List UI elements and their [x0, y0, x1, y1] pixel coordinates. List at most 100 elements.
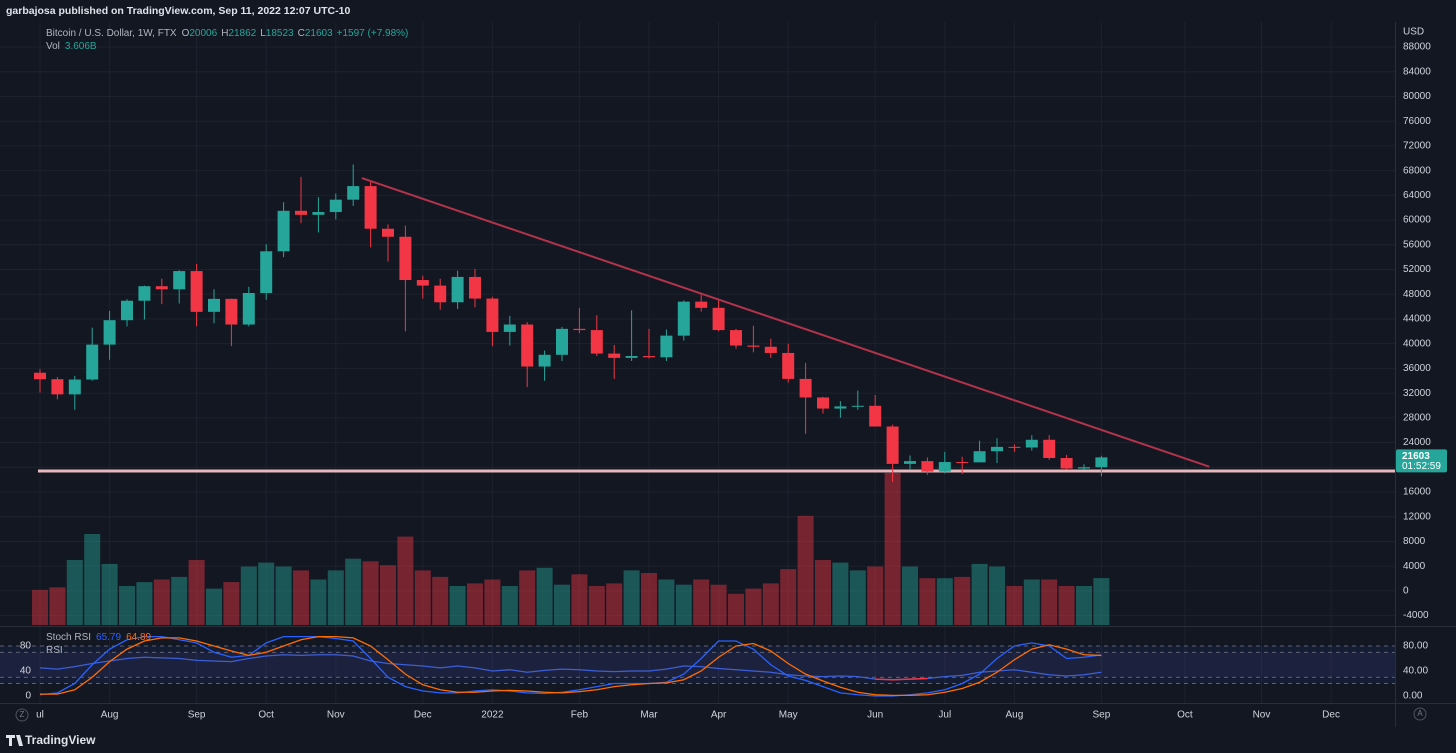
stoch-tick-label: 80.00 [1403, 641, 1428, 652]
candle-body [538, 354, 551, 367]
volume-bar [902, 566, 918, 625]
volume-bar [49, 587, 66, 625]
stoch-tick-label: 40.00 [1403, 666, 1428, 677]
y-tick-label: 0 [1403, 586, 1409, 597]
candle-body [103, 320, 116, 345]
x-tick-label: Nov [1253, 710, 1271, 721]
x-tick-label: Sep [1093, 710, 1111, 721]
volume-bar [380, 565, 396, 625]
legend-item: L [260, 28, 266, 39]
trendline [361, 177, 1210, 468]
scale-button-label[interactable]: A [1417, 709, 1423, 718]
logo [6, 735, 23, 746]
candle-body [277, 210, 290, 252]
volume-bar [136, 582, 153, 625]
volume-bar [484, 579, 501, 625]
branding: TradingView [25, 733, 96, 747]
candle-body [521, 324, 534, 367]
candle-body [556, 328, 568, 355]
y-tick-label: 88000 [1403, 42, 1431, 53]
volume-bar [293, 570, 309, 625]
candle-body [138, 286, 151, 301]
legend-item: 21862 [228, 28, 256, 39]
volume-bar [84, 534, 101, 625]
volume-bar [797, 515, 814, 625]
volume-bar [310, 579, 327, 625]
volume-bar [171, 576, 188, 625]
volume-bar [467, 583, 483, 625]
volume-bar [884, 472, 901, 625]
scale-button-label[interactable]: Z [20, 710, 25, 719]
candle-body [121, 300, 133, 321]
scale-button[interactable] [1413, 707, 1427, 721]
stoch-tick-label: 80 [20, 641, 32, 652]
candle-body [364, 186, 377, 229]
candle-body [747, 345, 760, 347]
volume-bar [501, 586, 518, 625]
volume-bar [762, 583, 779, 625]
volume-bar [345, 558, 362, 625]
y-tick-label: 64000 [1403, 190, 1431, 201]
volume-bar [223, 582, 240, 625]
legend-item: 20006 [189, 28, 217, 39]
stoch-d-line [40, 635, 1102, 697]
volume-bar [989, 566, 1005, 625]
scale-button[interactable] [15, 708, 29, 722]
legend-item: 65.79 [96, 632, 121, 643]
y-tick-label: 36000 [1403, 363, 1431, 374]
volume-bar [1093, 578, 1110, 625]
y-tick-label: 40000 [1403, 338, 1431, 349]
volume-bar [954, 576, 971, 625]
y-tick-label: 60000 [1403, 215, 1431, 226]
volume-bar [554, 584, 570, 625]
volume-bar [658, 579, 675, 625]
footer [0, 727, 1456, 753]
volume-bar [815, 560, 831, 625]
countdown: 01:52:59 [1402, 461, 1441, 472]
volume-bar [675, 584, 692, 625]
legend-item: 64.89 [126, 632, 151, 643]
candle-body [382, 228, 394, 237]
candle-body [208, 298, 220, 312]
candle-body [799, 378, 812, 398]
y-tick-label: 12000 [1403, 511, 1431, 522]
candle-body [1078, 467, 1090, 469]
legend-item: +1597 (+7.98%) [337, 28, 409, 39]
candle-body [921, 461, 934, 472]
volume-bar [240, 566, 257, 625]
legend-item: RSI [46, 645, 63, 656]
legend-item: Stoch RSI [46, 632, 91, 643]
volume-bar [571, 574, 588, 625]
volume-bar [919, 578, 936, 625]
candle-body [625, 356, 638, 358]
volume-bar [588, 586, 605, 625]
candle-body [295, 210, 307, 215]
legend-item: 18523 [266, 28, 294, 39]
legend: Bitcoin / U.S. Dollar, 1W, FTX O20006 H218… [46, 28, 408, 39]
x-tick-label: May [779, 710, 798, 721]
candle-body [68, 379, 81, 395]
candle-body [817, 397, 829, 409]
y-tick-label: 4000 [1403, 561, 1426, 572]
candle-body [329, 199, 342, 213]
stoch-tick-label: 0 [25, 691, 31, 702]
candle-body [190, 271, 203, 312]
candle-body [643, 356, 655, 358]
legend-item: H [221, 28, 228, 39]
last-price: 21603 [1402, 451, 1430, 462]
candle-body [712, 307, 725, 331]
last-price-box [1396, 449, 1447, 473]
candle-body [590, 330, 603, 354]
x-tick-label: ul [36, 710, 44, 721]
currency: USD [1403, 27, 1424, 38]
volume-bar [536, 567, 553, 625]
volume-bar [1058, 586, 1075, 625]
volume-bar [710, 584, 727, 625]
candle-body [695, 301, 708, 308]
legend-item: 21603 [305, 28, 333, 39]
volume-bar [1041, 579, 1058, 625]
legend-item: Bitcoin / U.S. Dollar, 1W, FTX [46, 28, 177, 39]
candle-body [991, 446, 1003, 452]
x-tick-label: Dec [414, 710, 432, 721]
